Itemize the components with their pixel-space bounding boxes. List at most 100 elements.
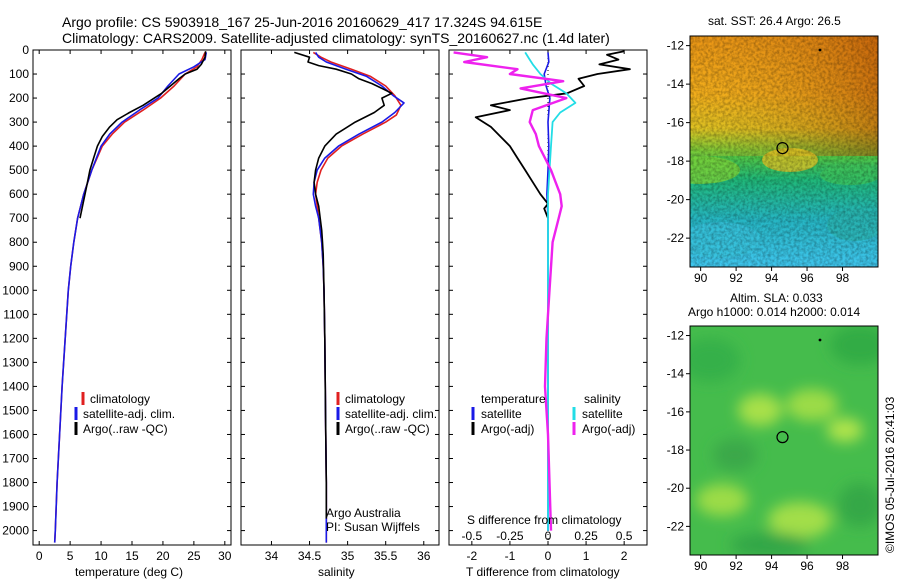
sst-map-title: sat. SST: 26.4 Argo: 26.5 — [708, 14, 841, 28]
lon-tick-label: 90 — [694, 271, 708, 285]
float-operator-text: Argo Australia — [326, 506, 401, 520]
x-tick-label: 5 — [67, 549, 74, 563]
small-position-dot — [818, 48, 822, 52]
depth-tick-label: 1900 — [2, 500, 29, 514]
salinity-panel: 34 34.5 35 35.5 36 salinity climatology sate… — [240, 49, 440, 579]
lon-tick-label: 94 — [765, 559, 779, 573]
sla-map-title-line-2: Argo h1000: 0.014 h2000: 0.014 — [688, 305, 860, 319]
lat-tick-label: -18 — [667, 154, 685, 168]
s-difference-axis-ticks: -0.5 -0.25 0 0.25 0.5 — [462, 529, 633, 543]
difference-panel: -2 -1 0 1 2 -0.5 -0.25 0 0.25 0.5 S difference f… — [448, 49, 648, 579]
legend-label-satellite: satellite-adj. clim. — [345, 407, 437, 421]
x-tick-label: 25 — [187, 549, 201, 563]
temperature-series — [53, 51, 208, 543]
lat-tick-label: -20 — [667, 193, 685, 207]
lon-tick-label: 98 — [836, 559, 850, 573]
float-annotation: Argo Australia PI: Susan Wijffels — [326, 506, 420, 534]
t-diff-tick-label: 2 — [621, 549, 628, 563]
depth-tick-label: 500 — [9, 163, 29, 177]
small-position-dot — [818, 338, 822, 342]
depth-tick-label: 0 — [22, 43, 29, 57]
sla-map-image — [690, 326, 878, 555]
lat-tick-label: -16 — [667, 116, 685, 130]
legend-heading-temperature: temperature — [481, 392, 546, 406]
t-diff-tick-label: 1 — [583, 549, 590, 563]
legend-label-argo: Argo(..raw -QC) — [345, 422, 430, 436]
lat-tick-label: -18 — [667, 443, 685, 457]
series-line-salinity-argo-adj — [453, 51, 568, 531]
sla-map-title-line-1: Altim. SLA: 0.033 — [730, 291, 823, 305]
x-tick-label: 30 — [218, 549, 232, 563]
depth-tick-label: 1200 — [2, 331, 29, 345]
s-diff-tick-label: -0.5 — [462, 529, 483, 543]
lat-tick-label: -12 — [667, 329, 685, 343]
sla-map-panel: Altim. SLA: 0.033 Argo h1000: 0.014 h200… — [667, 291, 879, 573]
salinity-depth-ticks — [241, 49, 439, 532]
salinity-series — [294, 51, 405, 543]
sla-map-frame — [689, 325, 879, 556]
lat-tick-label: -12 — [667, 39, 685, 53]
depth-tick-label: 1500 — [2, 403, 29, 417]
series-line-climatology — [53, 52, 206, 543]
lon-tick-label: 90 — [694, 559, 708, 573]
legend-label-t-argo: Argo(-adj) — [481, 422, 534, 436]
legend-label-s-satellite: satellite — [582, 407, 623, 421]
lon-tick-label: 98 — [836, 271, 850, 285]
figure-title-line-1: Argo profile: CS 5903918_167 25-Jun-2016… — [62, 14, 542, 30]
sst-map-panel: sat. SST: 26.4 Argo: 26.5 90 92 94 96 98 -12 -… — [667, 14, 879, 285]
legend-heading-salinity: salinity — [584, 392, 621, 406]
temperature-axis-label: temperature (deg C) — [75, 565, 183, 579]
t-difference-axis-label: T difference from climatology — [466, 565, 620, 579]
x-tick-label: 34 — [265, 549, 279, 563]
depth-tick-label: 1600 — [2, 427, 29, 441]
depth-tick-label: 200 — [9, 91, 29, 105]
x-tick-label: 36 — [417, 549, 431, 563]
t-diff-tick-label: -1 — [505, 549, 516, 563]
argo-position-marker — [776, 142, 789, 155]
s-diff-tick-label: 0.25 — [574, 529, 598, 543]
sst-map-axis-ticks: 90 92 94 96 98 -12 -14 -16 -18 -20 -22 — [667, 39, 850, 285]
lon-tick-label: 92 — [729, 559, 743, 573]
t-diff-tick-label: 0 — [545, 549, 552, 563]
depth-axis-ticks: 0 100 200 300 400 500 600 700 800 900 1000 1100 1200… — [2, 43, 231, 538]
lat-tick-label: -14 — [667, 367, 685, 381]
x-tick-label: 10 — [94, 549, 108, 563]
temperature-panel: 0100200300400500600700800900100011001200… — [2, 43, 232, 579]
salinity-axis-label: salinity — [318, 565, 355, 579]
series-line-argo-raw-qc — [79, 51, 207, 219]
float-pi-text: PI: Susan Wijffels — [326, 520, 420, 534]
x-tick-label: 34.5 — [298, 549, 322, 563]
legend-label-climatology: climatology — [345, 392, 405, 406]
difference-legend: temperature salinity satellite Argo(-adj… — [471, 392, 635, 436]
temperature-axis-ticks: 0 5 10 15 20 25 30 — [36, 50, 232, 563]
depth-tick-label: 300 — [9, 115, 29, 129]
figure-title-line-2: Climatology: CARS2009. Satellite-adjuste… — [62, 30, 610, 46]
depth-tick-label: 1000 — [2, 283, 29, 297]
lon-tick-label: 96 — [800, 271, 814, 285]
lat-tick-label: -20 — [667, 481, 685, 495]
salinity-plot-frame — [240, 49, 440, 546]
lon-tick-label: 96 — [800, 559, 814, 573]
depth-tick-label: 1400 — [2, 379, 29, 393]
depth-tick-label: 2000 — [2, 524, 29, 538]
depth-tick-label: 400 — [9, 139, 29, 153]
x-tick-label: 15 — [125, 549, 139, 563]
salinity-legend: climatology satellite-adj. clim. Argo(..… — [336, 392, 437, 436]
x-tick-label: 0 — [36, 549, 43, 563]
legend-label-satellite: satellite-adj. clim. — [83, 407, 175, 421]
sst-map-image — [690, 36, 878, 267]
legend-label-s-argo: Argo(-adj) — [582, 422, 635, 436]
t-difference-axis-ticks: -2 -1 0 1 2 — [467, 50, 628, 563]
depth-tick-label: 1300 — [2, 355, 29, 369]
legend-label-argo: Argo(..raw -QC) — [83, 422, 168, 436]
lon-tick-label: 94 — [765, 271, 779, 285]
depth-tick-label: 100 — [9, 67, 29, 81]
difference-depth-ticks — [449, 49, 647, 532]
depth-tick-label: 1100 — [3, 307, 29, 321]
series-line-argo-raw-qc — [294, 51, 393, 519]
x-tick-label: 35.5 — [374, 549, 398, 563]
argo-position-marker — [776, 431, 789, 444]
temperature-plot-frame — [32, 49, 232, 546]
difference-series — [453, 50, 631, 531]
lon-tick-label: 92 — [729, 271, 743, 285]
